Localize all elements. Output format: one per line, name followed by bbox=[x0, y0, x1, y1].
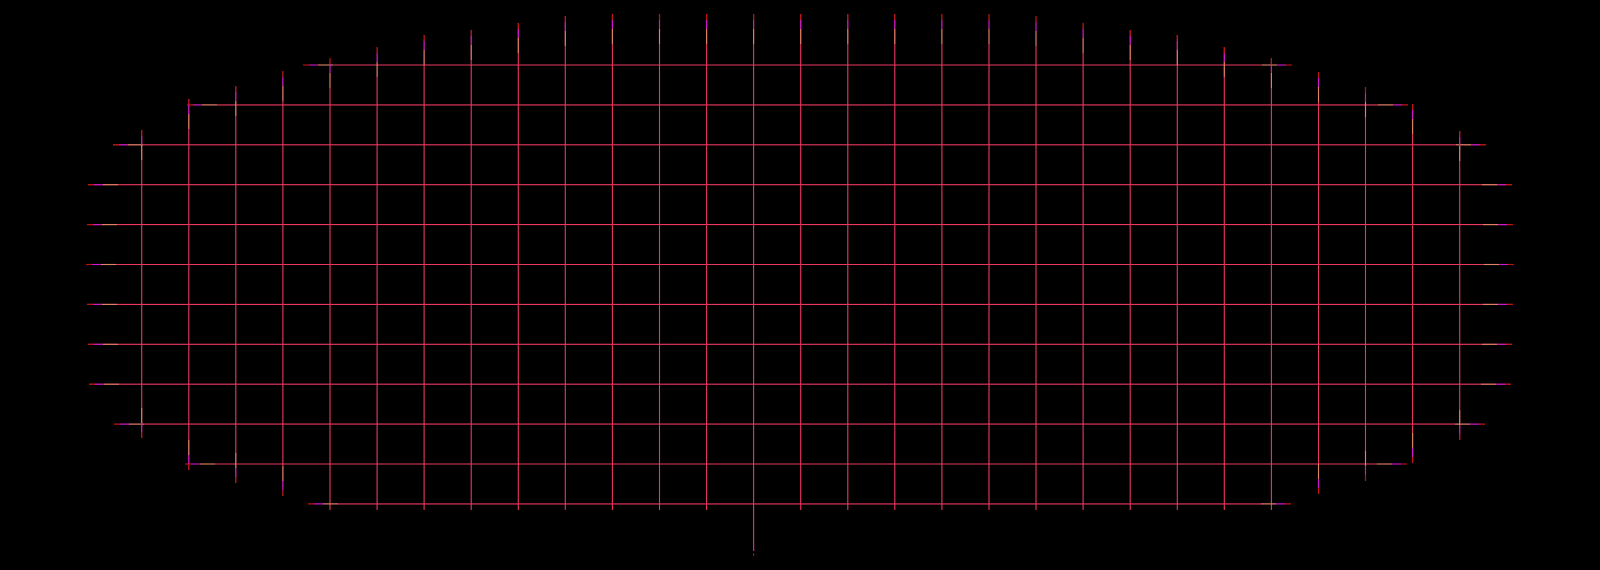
grid-columns bbox=[141, 14, 1461, 551]
line-tips bbox=[86, 14, 1514, 556]
grid-rows bbox=[86, 64, 1514, 505]
